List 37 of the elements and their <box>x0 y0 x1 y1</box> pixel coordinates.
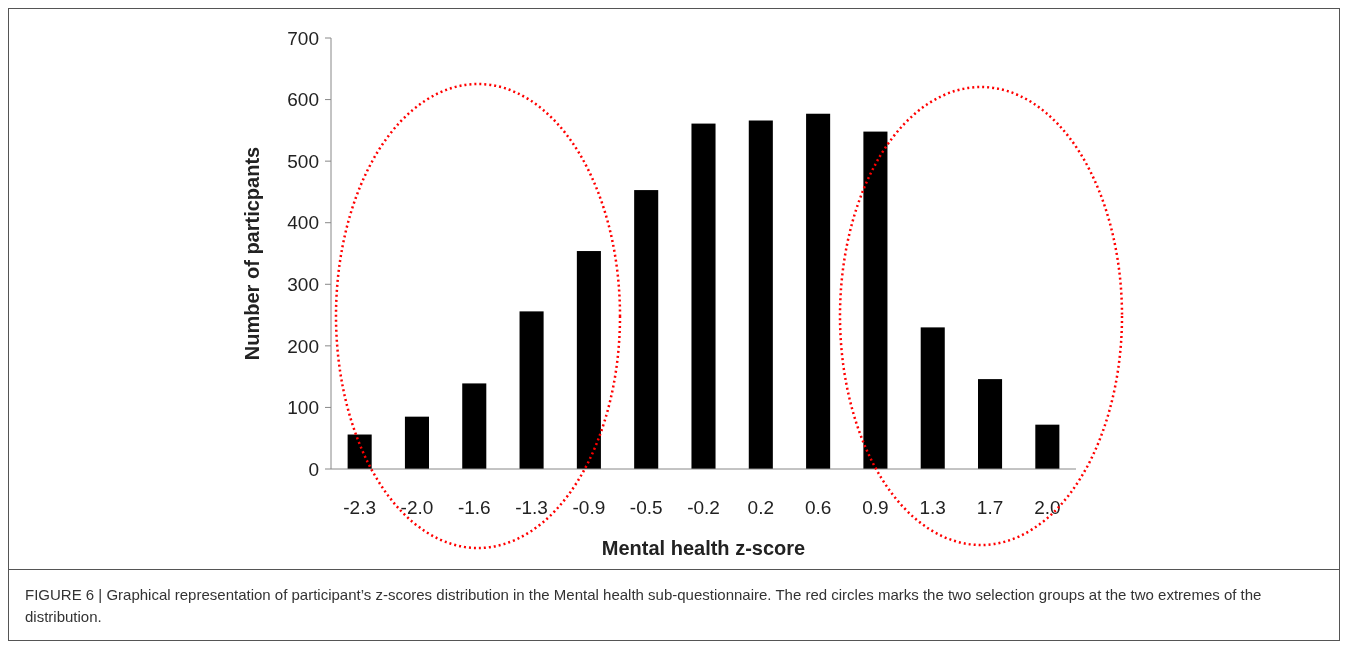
x-tick-label: 1.3 <box>919 497 946 518</box>
y-tick-label: 400 <box>287 212 319 234</box>
bar <box>347 434 372 469</box>
x-tick-label: -0.2 <box>687 497 720 518</box>
x-tick-label: -1.3 <box>515 497 548 518</box>
y-axis-title: Number of particpants <box>241 146 263 361</box>
x-tick-label: -0.5 <box>629 497 663 518</box>
y-tick-label: 0 <box>308 458 319 480</box>
bar <box>863 131 888 469</box>
bar <box>978 379 1003 469</box>
x-tick-label: -0.9 <box>572 497 606 518</box>
y-tick-label: 500 <box>287 150 319 172</box>
caption: FIGURE 6 | Graphical representation of participant’s z-scores distribution in the Mental health sub-questionnaire. The red circles marks the two selection groups at the two extremes of the distribution. <box>25 585 1263 627</box>
x-tick-label: 0.6 <box>804 497 832 518</box>
y-tick-label: 700 <box>287 27 319 49</box>
x-axis-title: Mental health z-score <box>601 537 806 559</box>
y-tick-label: 600 <box>287 89 319 111</box>
bar <box>404 416 429 469</box>
bar <box>462 383 487 469</box>
bar <box>1035 424 1060 469</box>
x-tick-label: -2.3 <box>343 497 377 518</box>
bar <box>576 251 601 469</box>
bar <box>748 120 773 469</box>
x-tick-label: 0.2 <box>747 497 775 518</box>
x-tick-label: -1.6 <box>457 497 491 518</box>
bar <box>634 190 659 469</box>
x-tick-label: 2.0 <box>1034 497 1061 518</box>
bar <box>691 123 716 469</box>
bar <box>920 327 945 469</box>
x-tick-label: 1.7 <box>976 497 1004 518</box>
x-tick-label: -2.0 <box>400 497 434 518</box>
x-tick-label: 0.9 <box>862 497 889 518</box>
bar <box>519 311 544 469</box>
y-tick-label: 200 <box>287 335 319 357</box>
bar <box>806 113 831 469</box>
y-tick-label: 300 <box>287 273 319 295</box>
y-tick-label: 100 <box>287 397 319 419</box>
